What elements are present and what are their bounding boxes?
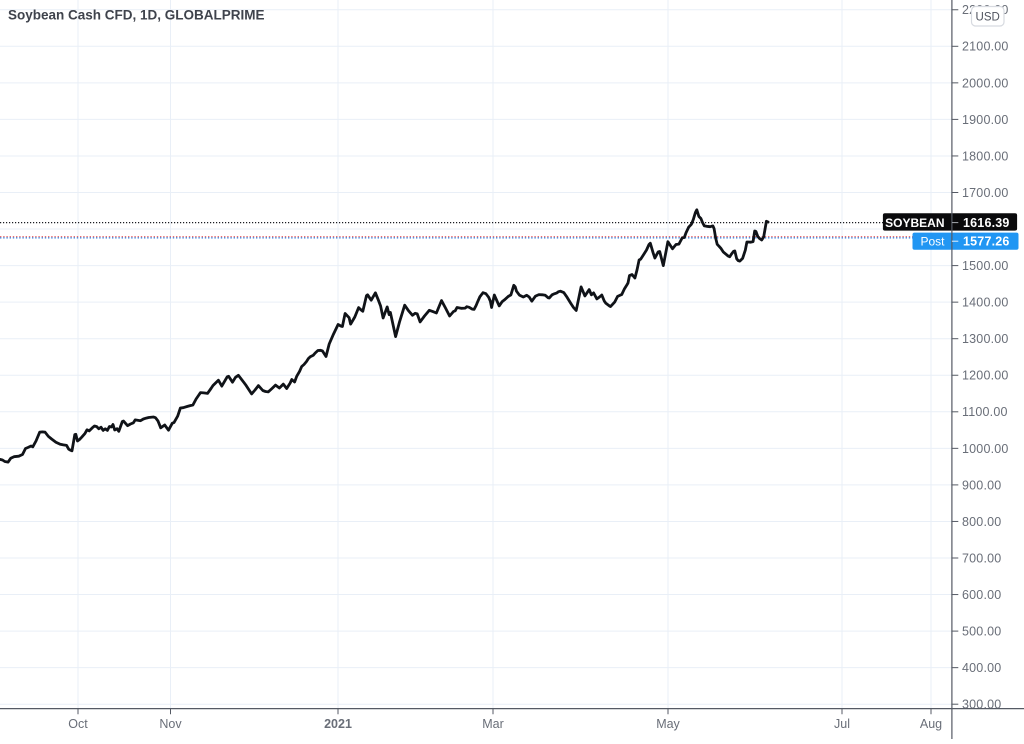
svg-text:1577.26: 1577.26: [963, 235, 1010, 249]
svg-text:May: May: [656, 717, 680, 731]
svg-text:900.00: 900.00: [962, 478, 1001, 492]
svg-text:700.00: 700.00: [962, 551, 1001, 565]
svg-text:1500.00: 1500.00: [962, 259, 1009, 273]
svg-text:Post: Post: [920, 234, 945, 248]
svg-text:USD: USD: [976, 12, 1000, 24]
svg-text:2021: 2021: [324, 717, 352, 731]
svg-text:SOYBEAN: SOYBEAN: [885, 216, 944, 230]
svg-text:1000.00: 1000.00: [962, 442, 1009, 456]
svg-text:Jul: Jul: [834, 717, 850, 731]
svg-text:Soybean Cash CFD, 1D, GLOBALPR: Soybean Cash CFD, 1D, GLOBALPRIME: [8, 8, 265, 23]
svg-text:800.00: 800.00: [962, 515, 1001, 529]
svg-text:1300.00: 1300.00: [962, 332, 1009, 346]
svg-text:1616.39: 1616.39: [963, 216, 1010, 230]
svg-text:300.00: 300.00: [962, 698, 1001, 712]
svg-text:2100.00: 2100.00: [962, 40, 1009, 54]
svg-text:Nov: Nov: [159, 717, 182, 731]
svg-text:400.00: 400.00: [962, 661, 1001, 675]
svg-text:Oct: Oct: [68, 717, 88, 731]
svg-text:1200.00: 1200.00: [962, 369, 1009, 383]
svg-text:600.00: 600.00: [962, 588, 1001, 602]
svg-text:1100.00: 1100.00: [962, 405, 1008, 419]
svg-text:1700.00: 1700.00: [962, 186, 1009, 200]
svg-text:500.00: 500.00: [962, 625, 1001, 639]
svg-text:1400.00: 1400.00: [962, 296, 1009, 310]
svg-text:1800.00: 1800.00: [962, 149, 1009, 163]
svg-text:2000.00: 2000.00: [962, 76, 1009, 90]
svg-text:Mar: Mar: [482, 717, 504, 731]
svg-text:Aug: Aug: [920, 717, 942, 731]
svg-text:1900.00: 1900.00: [962, 113, 1009, 127]
